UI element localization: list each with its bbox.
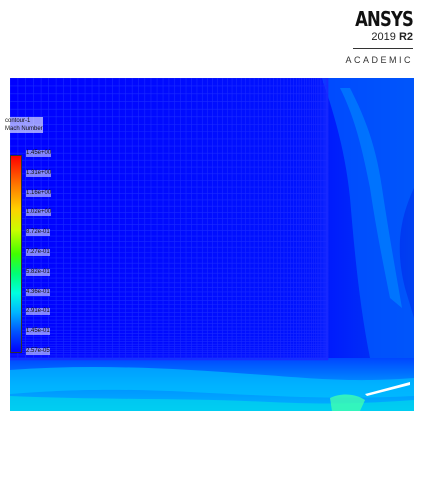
colorbar-tick-label: 7.27e-01 <box>26 249 50 256</box>
flow-band-lower <box>10 396 414 411</box>
colorbar-tick-label: 1.45e-01 <box>26 328 50 336</box>
legend-title-line1: contour-1 <box>5 118 31 124</box>
legend-title-line2: Mach Number <box>5 126 43 132</box>
colorbar-tick-label: 2.91e-01 <box>26 308 50 316</box>
wall-edge <box>365 382 410 396</box>
colorbar-tick-label: 2.57e-05 <box>26 348 50 355</box>
flow-band-bottom <box>10 367 414 398</box>
logo-divider <box>353 48 413 49</box>
colorbar-tick-label: 8.72e-01 <box>26 229 50 237</box>
colorbar-tick-label: 1.31e+00 <box>26 169 52 177</box>
version-year: 2019 <box>371 31 396 43</box>
version-release: R2 <box>398 31 413 43</box>
colorbar-tick-label: 1.16e+00 <box>26 189 52 197</box>
version-label: 2019 R2 <box>333 30 413 44</box>
ansys-logo: ANSYS 2019 R2 ACADEMIC <box>333 8 413 65</box>
colorbar-tick-label: 1.02e+00 <box>26 209 52 217</box>
legend-title: contour-1 Mach Number <box>5 117 43 133</box>
colorbar-tick-label: 1.45e+00 <box>26 150 52 157</box>
colorbar <box>10 155 22 353</box>
brand-name: ANSYS <box>355 7 414 31</box>
flow-streak-right <box>340 88 402 308</box>
colorbar-tick-label: 4.36e-01 <box>26 288 50 296</box>
flow-hotspot <box>330 394 365 411</box>
contour-plot[interactable] <box>10 78 414 411</box>
colorbar-tick-label: 5.82e-01 <box>26 268 50 276</box>
edition-label: ACADEMIC <box>345 55 413 65</box>
